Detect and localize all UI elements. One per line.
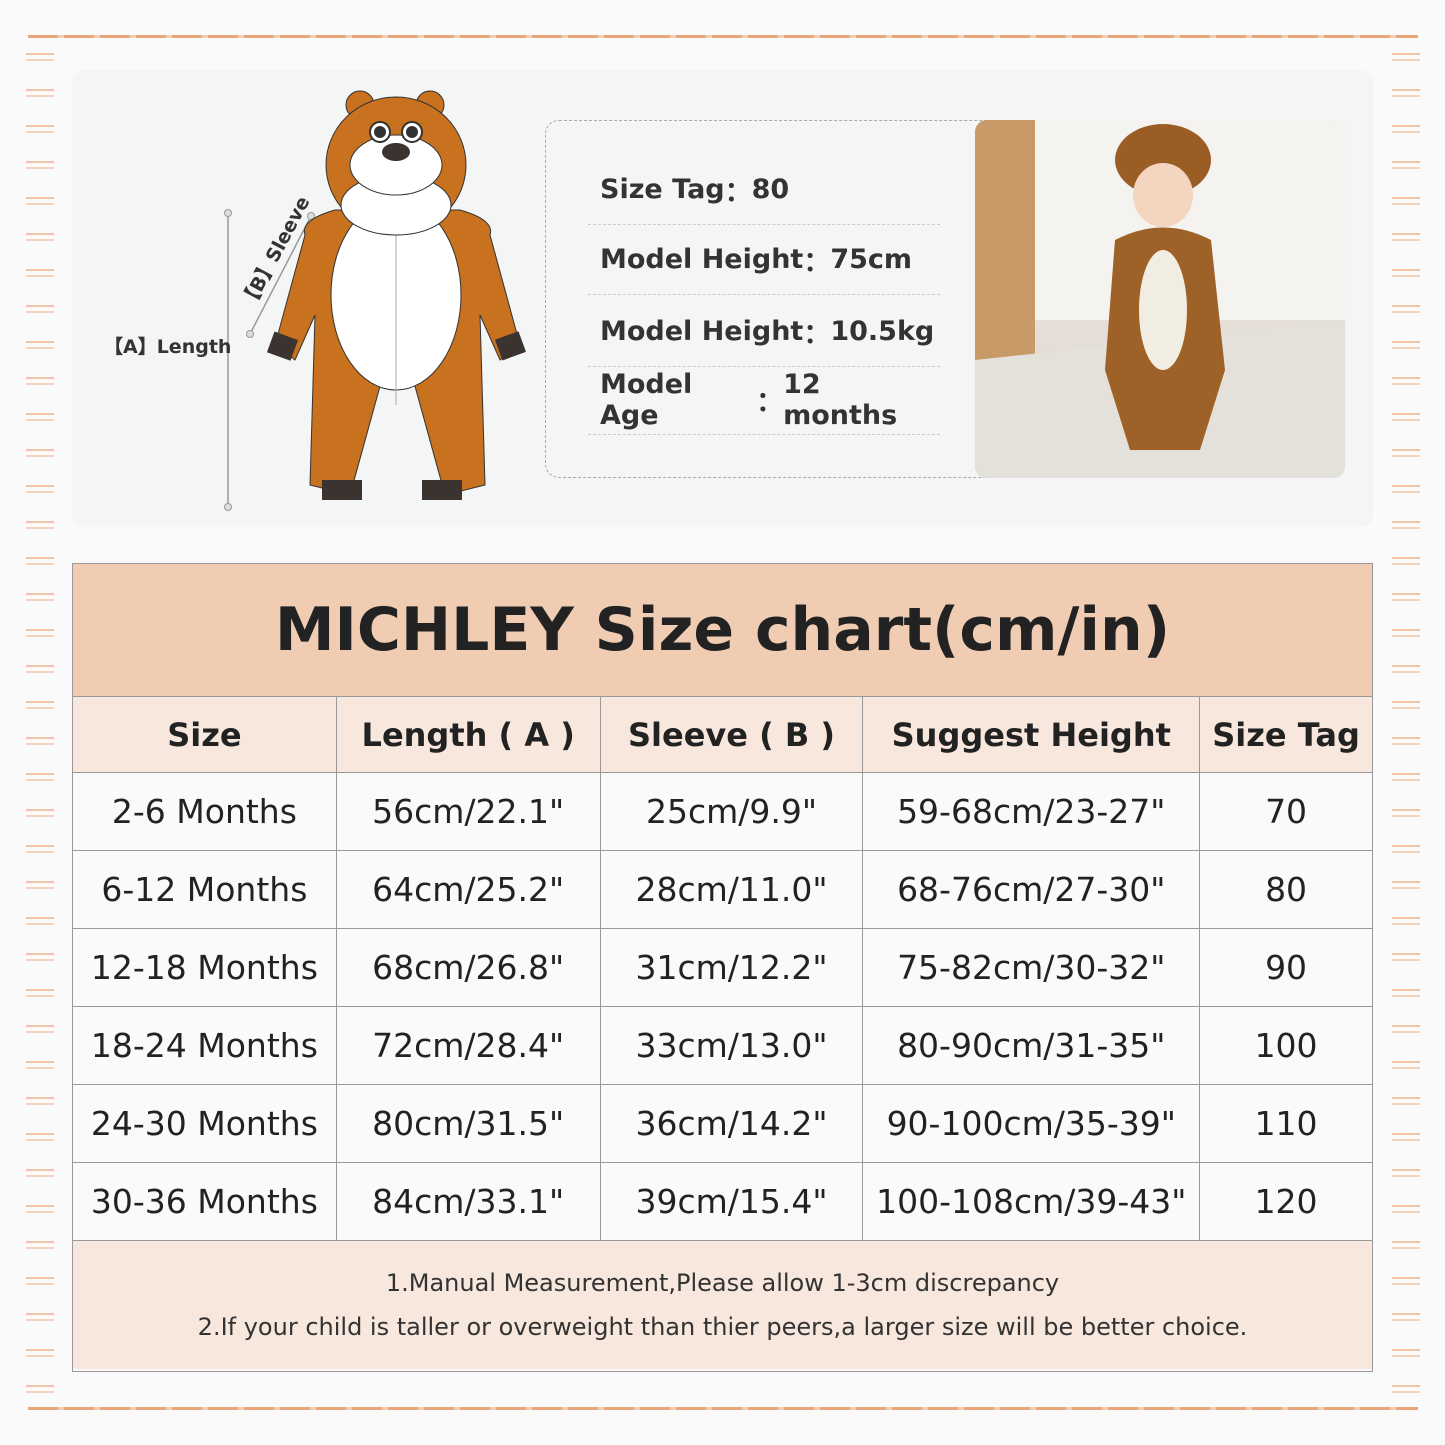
size-chart-table: MICHLEY Size chart(cm/in) Size Length ( … [72, 563, 1373, 1372]
model-info-box: Size Tag： 80 Model Height： 75cm Model Heig… [545, 120, 1345, 478]
table-row: 2-6 Months 56cm/22.1" 25cm/9.9" 59-68cm/23-… [73, 773, 1372, 851]
cell-size-tag: 80 [1265, 870, 1308, 909]
cell-size-tag: 90 [1265, 948, 1308, 987]
cell-suggest-height: 68-76cm/27-30" [863, 851, 1201, 928]
left-border-decoration [26, 45, 54, 1405]
cell-sleeve: 39cm/15.4" [601, 1163, 864, 1240]
size-chart-title: MICHLEY Size chart(cm/in) [73, 564, 1372, 697]
cell-suggest-height: 59-68cm/23-27" [863, 773, 1201, 850]
header-suggest-height: Suggest Height [863, 697, 1201, 772]
cell-size-tag: 120 [1254, 1182, 1318, 1221]
cell-length: 84cm/33.1" [337, 1163, 601, 1240]
cell-size: 18-24 Months [73, 1007, 337, 1084]
table-row: 6-12 Months 64cm/25.2" 28cm/11.0" 68-76cm/2… [73, 851, 1372, 929]
model-photo [975, 120, 1345, 478]
header-sleeve: Sleeve ( B ) [601, 697, 864, 772]
cell-size-tag: 110 [1254, 1104, 1318, 1143]
header-length: Length ( A ) [337, 697, 601, 772]
info-model-weight: Model Height： 10.5kg [588, 297, 940, 367]
cell-suggest-height: 100-108cm/39-43" [863, 1163, 1201, 1240]
table-row: 30-36 Months 84cm/33.1" 39cm/15.4" 100-108c… [73, 1163, 1372, 1241]
top-border-decoration [28, 35, 1418, 38]
cell-size-tag: 100 [1254, 1026, 1318, 1065]
table-row: 24-30 Months 80cm/31.5" 36cm/14.2" 90-100cm… [73, 1085, 1372, 1163]
header-size: Size [73, 697, 337, 772]
cell-sleeve: 33cm/13.0" [601, 1007, 864, 1084]
length-label: 【A】Length [104, 335, 231, 358]
cell-sleeve: 25cm/9.9" [601, 773, 864, 850]
cell-size-tag: 70 [1265, 792, 1308, 831]
table-header-row: Size Length ( A ) Sleeve ( B ) Suggest H… [73, 697, 1372, 773]
cell-size: 24-30 Months [73, 1085, 337, 1162]
note-2: 2.If your child is taller or overweight … [197, 1313, 1248, 1341]
cell-size: 12-18 Months [73, 929, 337, 1006]
cell-length: 72cm/28.4" [337, 1007, 601, 1084]
cell-length: 68cm/26.8" [337, 929, 601, 1006]
cell-sleeve: 31cm/12.2" [601, 929, 864, 1006]
cell-sleeve: 28cm/11.0" [601, 851, 864, 928]
cell-length: 64cm/25.2" [337, 851, 601, 928]
cell-length: 56cm/22.1" [337, 773, 601, 850]
note-1: 1.Manual Measurement,Please allow 1-3cm … [385, 1269, 1060, 1297]
info-model-height: Model Height： 75cm [588, 225, 940, 295]
table-row: 12-18 Months 68cm/26.8" 31cm/12.2" 75-82cm/… [73, 929, 1372, 1007]
cell-size: 2-6 Months [73, 773, 337, 850]
info-model-age: Model Age： 12 months [588, 365, 940, 435]
notes-section: 1.Manual Measurement,Please allow 1-3cm … [73, 1241, 1372, 1369]
cell-length: 80cm/31.5" [337, 1085, 601, 1162]
cell-suggest-height: 90-100cm/35-39" [863, 1085, 1201, 1162]
right-border-decoration [1392, 45, 1420, 1405]
cell-suggest-height: 75-82cm/30-32" [863, 929, 1201, 1006]
bottom-border-decoration [28, 1407, 1418, 1410]
header-size-tag: Size Tag [1212, 715, 1360, 754]
table-row: 18-24 Months 72cm/28.4" 33cm/13.0" 80-90cm/… [73, 1007, 1372, 1085]
bear-onesie-diagram: 【A】Length 【B】Sleeve [104, 90, 526, 511]
cell-suggest-height: 80-90cm/31-35" [863, 1007, 1201, 1084]
cell-sleeve: 36cm/14.2" [601, 1085, 864, 1162]
cell-size: 30-36 Months [73, 1163, 337, 1240]
cell-size: 6-12 Months [73, 851, 337, 928]
info-size-tag: Size Tag： 80 [588, 155, 940, 225]
